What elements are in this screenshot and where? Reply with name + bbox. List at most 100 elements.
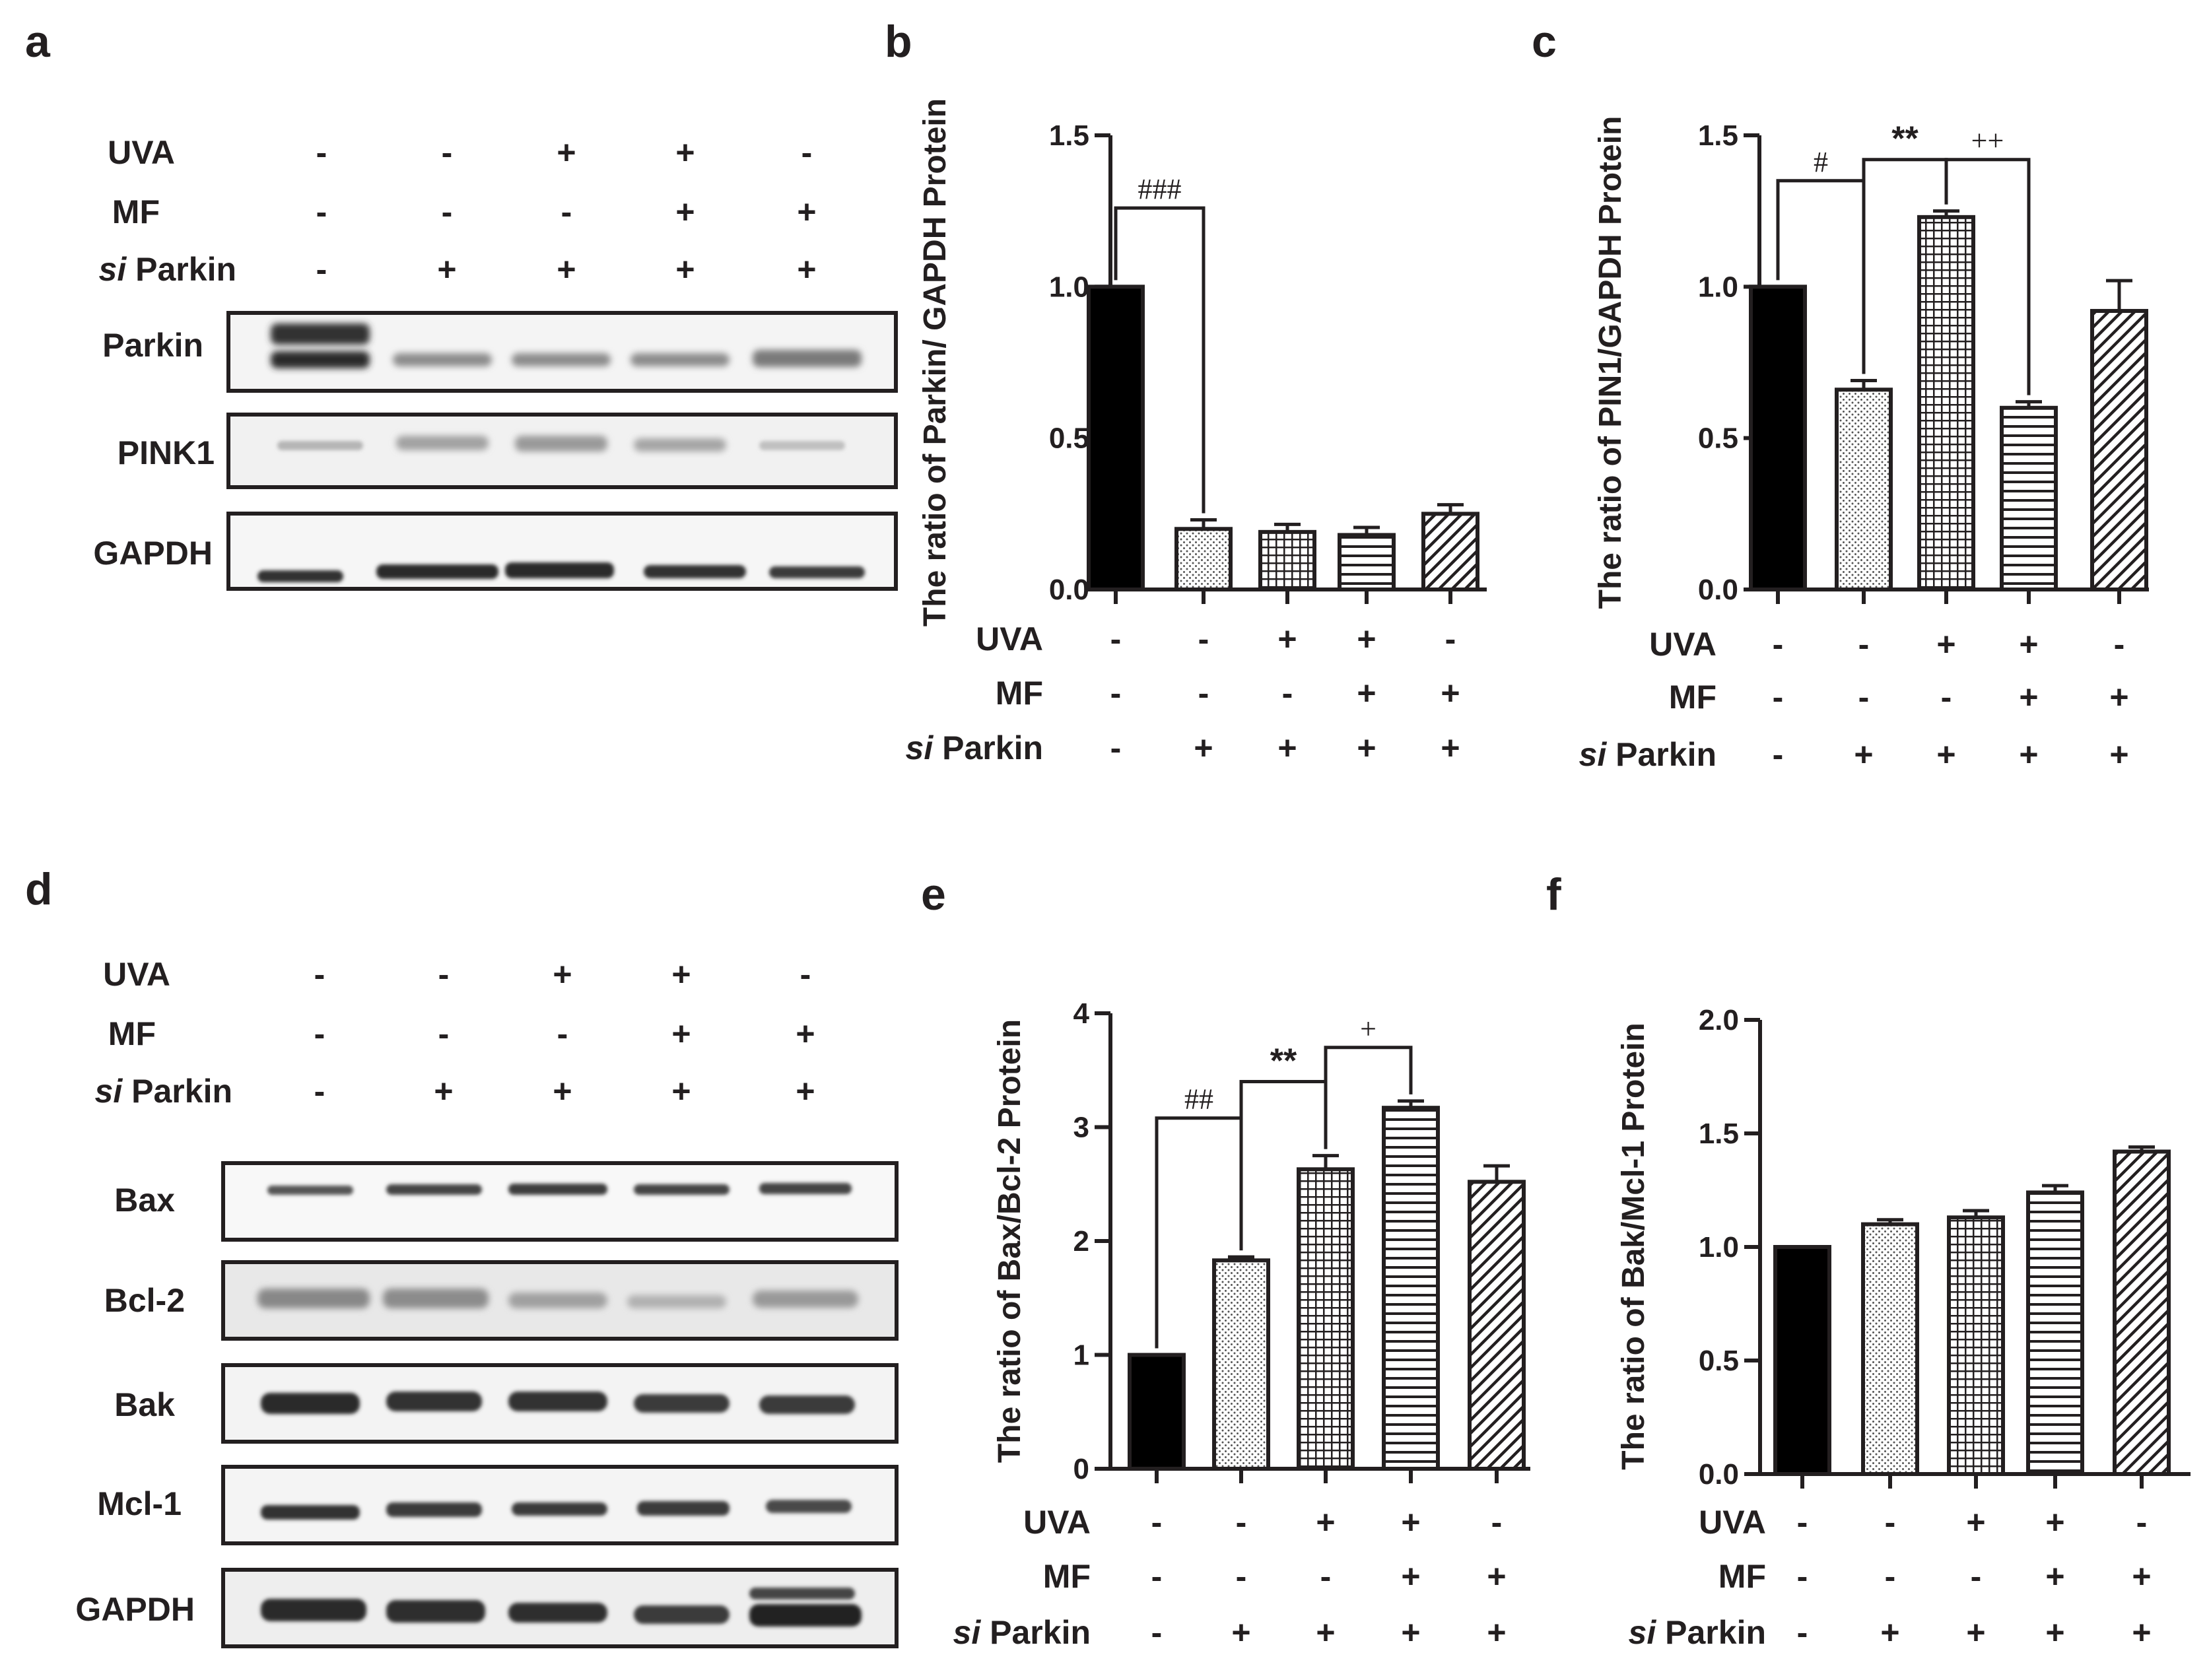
significance-label: ++ (1971, 125, 2004, 157)
sign-row1-col1: - (1236, 1558, 1247, 1595)
sign-row2-col0: - (316, 251, 327, 288)
panel-d-blots: Bax Bcl-2 Bak Mcl-1 GAPDH (75, 1161, 899, 1648)
sign-row1-col3: + (671, 1015, 691, 1052)
sign-row1-col4: + (797, 193, 816, 230)
condition-label-mf-d: MF (108, 1015, 156, 1052)
sign-row2-col4: + (1487, 1614, 1506, 1651)
sign-row0-col1: - (1236, 1504, 1247, 1541)
sign-row0-col2: + (1316, 1504, 1335, 1541)
blot-label-mcl1: Mcl-1 (97, 1485, 182, 1522)
bar-1 (1212, 1258, 1270, 1471)
y-tick-label: 4 (1073, 997, 1090, 1030)
y-tick-label: 1.0 (1049, 271, 1089, 303)
panel-a-conditions: UVA MF si Parkin - - + + - - - - + + - + + + + (99, 134, 817, 288)
sign-row0-col1: - (438, 956, 450, 993)
condition-label-siparkin: si Parkin (1579, 736, 1716, 773)
y-tick-label: 0.5 (1049, 422, 1089, 455)
y-axis-label: The ratio of Bak/Mcl-1 Protein (1616, 1023, 1651, 1469)
bar-1 (1861, 1222, 1919, 1476)
sign-row1-col1: - (438, 1015, 450, 1052)
panel-d-western-blot: d UVA MF si Parkin - - + + - - - - + + - + + + + Bax B… (25, 864, 899, 1648)
sign-row2-col3: + (2019, 736, 2038, 773)
sign-row2-col1: + (437, 251, 456, 288)
y-tick-label: 0.0 (1049, 574, 1089, 606)
sign-row2-col3: + (1357, 729, 1376, 766)
sign-row1-col0: - (1110, 675, 1122, 712)
sign-row0-col0: - (1773, 626, 1784, 663)
bar-4 (1468, 1180, 1526, 1471)
bar-4 (2090, 309, 2148, 591)
sign-row1-col1: - (1198, 675, 1209, 712)
sign-row1-col3: + (2045, 1558, 2064, 1595)
sign-row1-col4: + (796, 1015, 815, 1052)
siparkin-italic-d: si (95, 1073, 123, 1110)
sign-row1-col1: - (1885, 1558, 1896, 1595)
y-tick-label: 2 (1073, 1225, 1089, 1258)
sign-row2-col4: + (797, 251, 816, 288)
panel-b-bar-chart: b The ratio of Parkin/ GAPDH Protein 0.0 0… (885, 17, 1487, 766)
sign-row0-col2: + (553, 956, 572, 993)
sign-row0-col0: - (1797, 1504, 1808, 1541)
blot-label-gapdh-d: GAPDH (75, 1591, 195, 1628)
bar-0 (1128, 1353, 1186, 1471)
sign-row1-col2: - (561, 193, 572, 230)
sign-row0-col4: - (801, 134, 813, 171)
siparkin-italic: si (953, 1614, 982, 1651)
condition-label-mf: MF (1043, 1558, 1091, 1595)
sign-row2-col3: + (671, 1073, 691, 1110)
blot-label-gapdh: GAPDH (93, 535, 213, 572)
bar-2 (1297, 1167, 1355, 1471)
sign-row0-col0: - (1151, 1504, 1163, 1541)
bar-2 (1947, 1215, 2005, 1477)
bar-4 (2113, 1149, 2171, 1477)
sign-row1-col3: + (1357, 675, 1376, 712)
y-tick-label: 2.0 (1699, 1004, 1739, 1036)
sign-row0-col1: - (1885, 1504, 1896, 1541)
sign-row2-col0: - (1110, 729, 1122, 766)
sign-row0-col3: + (1401, 1504, 1420, 1541)
blot-gapdh-a (226, 512, 898, 591)
sign-row2-col4: + (2132, 1614, 2151, 1651)
panel-label-a: a (25, 17, 51, 67)
y-tick-label: 0.5 (1698, 422, 1738, 455)
sign-row0-col1: - (1858, 626, 1870, 663)
sign-row2-col0: - (1151, 1614, 1163, 1651)
panel-f-bar-chart: f The ratio of Bak/Mcl-1 Protein 0.0 0.5 1.… (1546, 869, 2191, 1651)
condition-label-mf: MF (1669, 679, 1716, 716)
significance-label: ## (1184, 1083, 1213, 1116)
sign-row1-col0: - (1773, 679, 1784, 716)
sign-row0-col1: - (442, 134, 453, 171)
sign-row1-col2: - (1941, 679, 1952, 716)
condition-label-uva: UVA (1699, 1504, 1766, 1541)
panel-label-c: c (1532, 17, 1557, 67)
condition-label-siparkin: si Parkin (953, 1614, 1091, 1651)
bar-3 (2000, 405, 2058, 591)
sign-row2-col4: + (796, 1073, 815, 1110)
sign-row0-col0: - (1110, 621, 1122, 657)
sign-row1-col4: + (2109, 679, 2128, 716)
sign-row1-col3: + (1401, 1558, 1420, 1595)
sign-row2-col3: + (675, 251, 695, 288)
condition-label-siparkin: si Parkin (99, 251, 236, 288)
sign-row0-col2: + (1936, 626, 1955, 663)
significance-label: ### (1138, 173, 1182, 205)
sign-row1-col2: - (1282, 675, 1293, 712)
panel-label-e: e (921, 869, 946, 920)
siparkin-italic: si (906, 729, 934, 766)
sign-row1-col2: - (557, 1015, 568, 1052)
significance-label: # (1814, 146, 1828, 178)
panel-c-bar-chart: c The ratio of PIN1/GAPDH Protein 0.0 0.5 1… (1532, 17, 2149, 773)
sign-row2-col1: + (1880, 1614, 1899, 1651)
panel-a-western-blot: a UVA MF si Parkin - - + + - - - - + + - + + + + Parki… (25, 17, 898, 591)
sign-row1-col0: - (1797, 1558, 1808, 1595)
blot-label-bak: Bak (114, 1386, 175, 1423)
blot-bak (221, 1363, 899, 1444)
y-axis-label: The ratio of Parkin/ GAPDH Protein (918, 98, 953, 626)
blot-label-bcl2: Bcl-2 (104, 1282, 185, 1319)
sign-row2-col4: + (2109, 736, 2128, 773)
sign-row0-col0: - (314, 956, 325, 993)
blot-bax (221, 1161, 899, 1242)
sign-row1-col1: - (442, 193, 453, 230)
sign-row0-col4: - (2114, 626, 2125, 663)
sign-row0-col2: + (557, 134, 576, 171)
